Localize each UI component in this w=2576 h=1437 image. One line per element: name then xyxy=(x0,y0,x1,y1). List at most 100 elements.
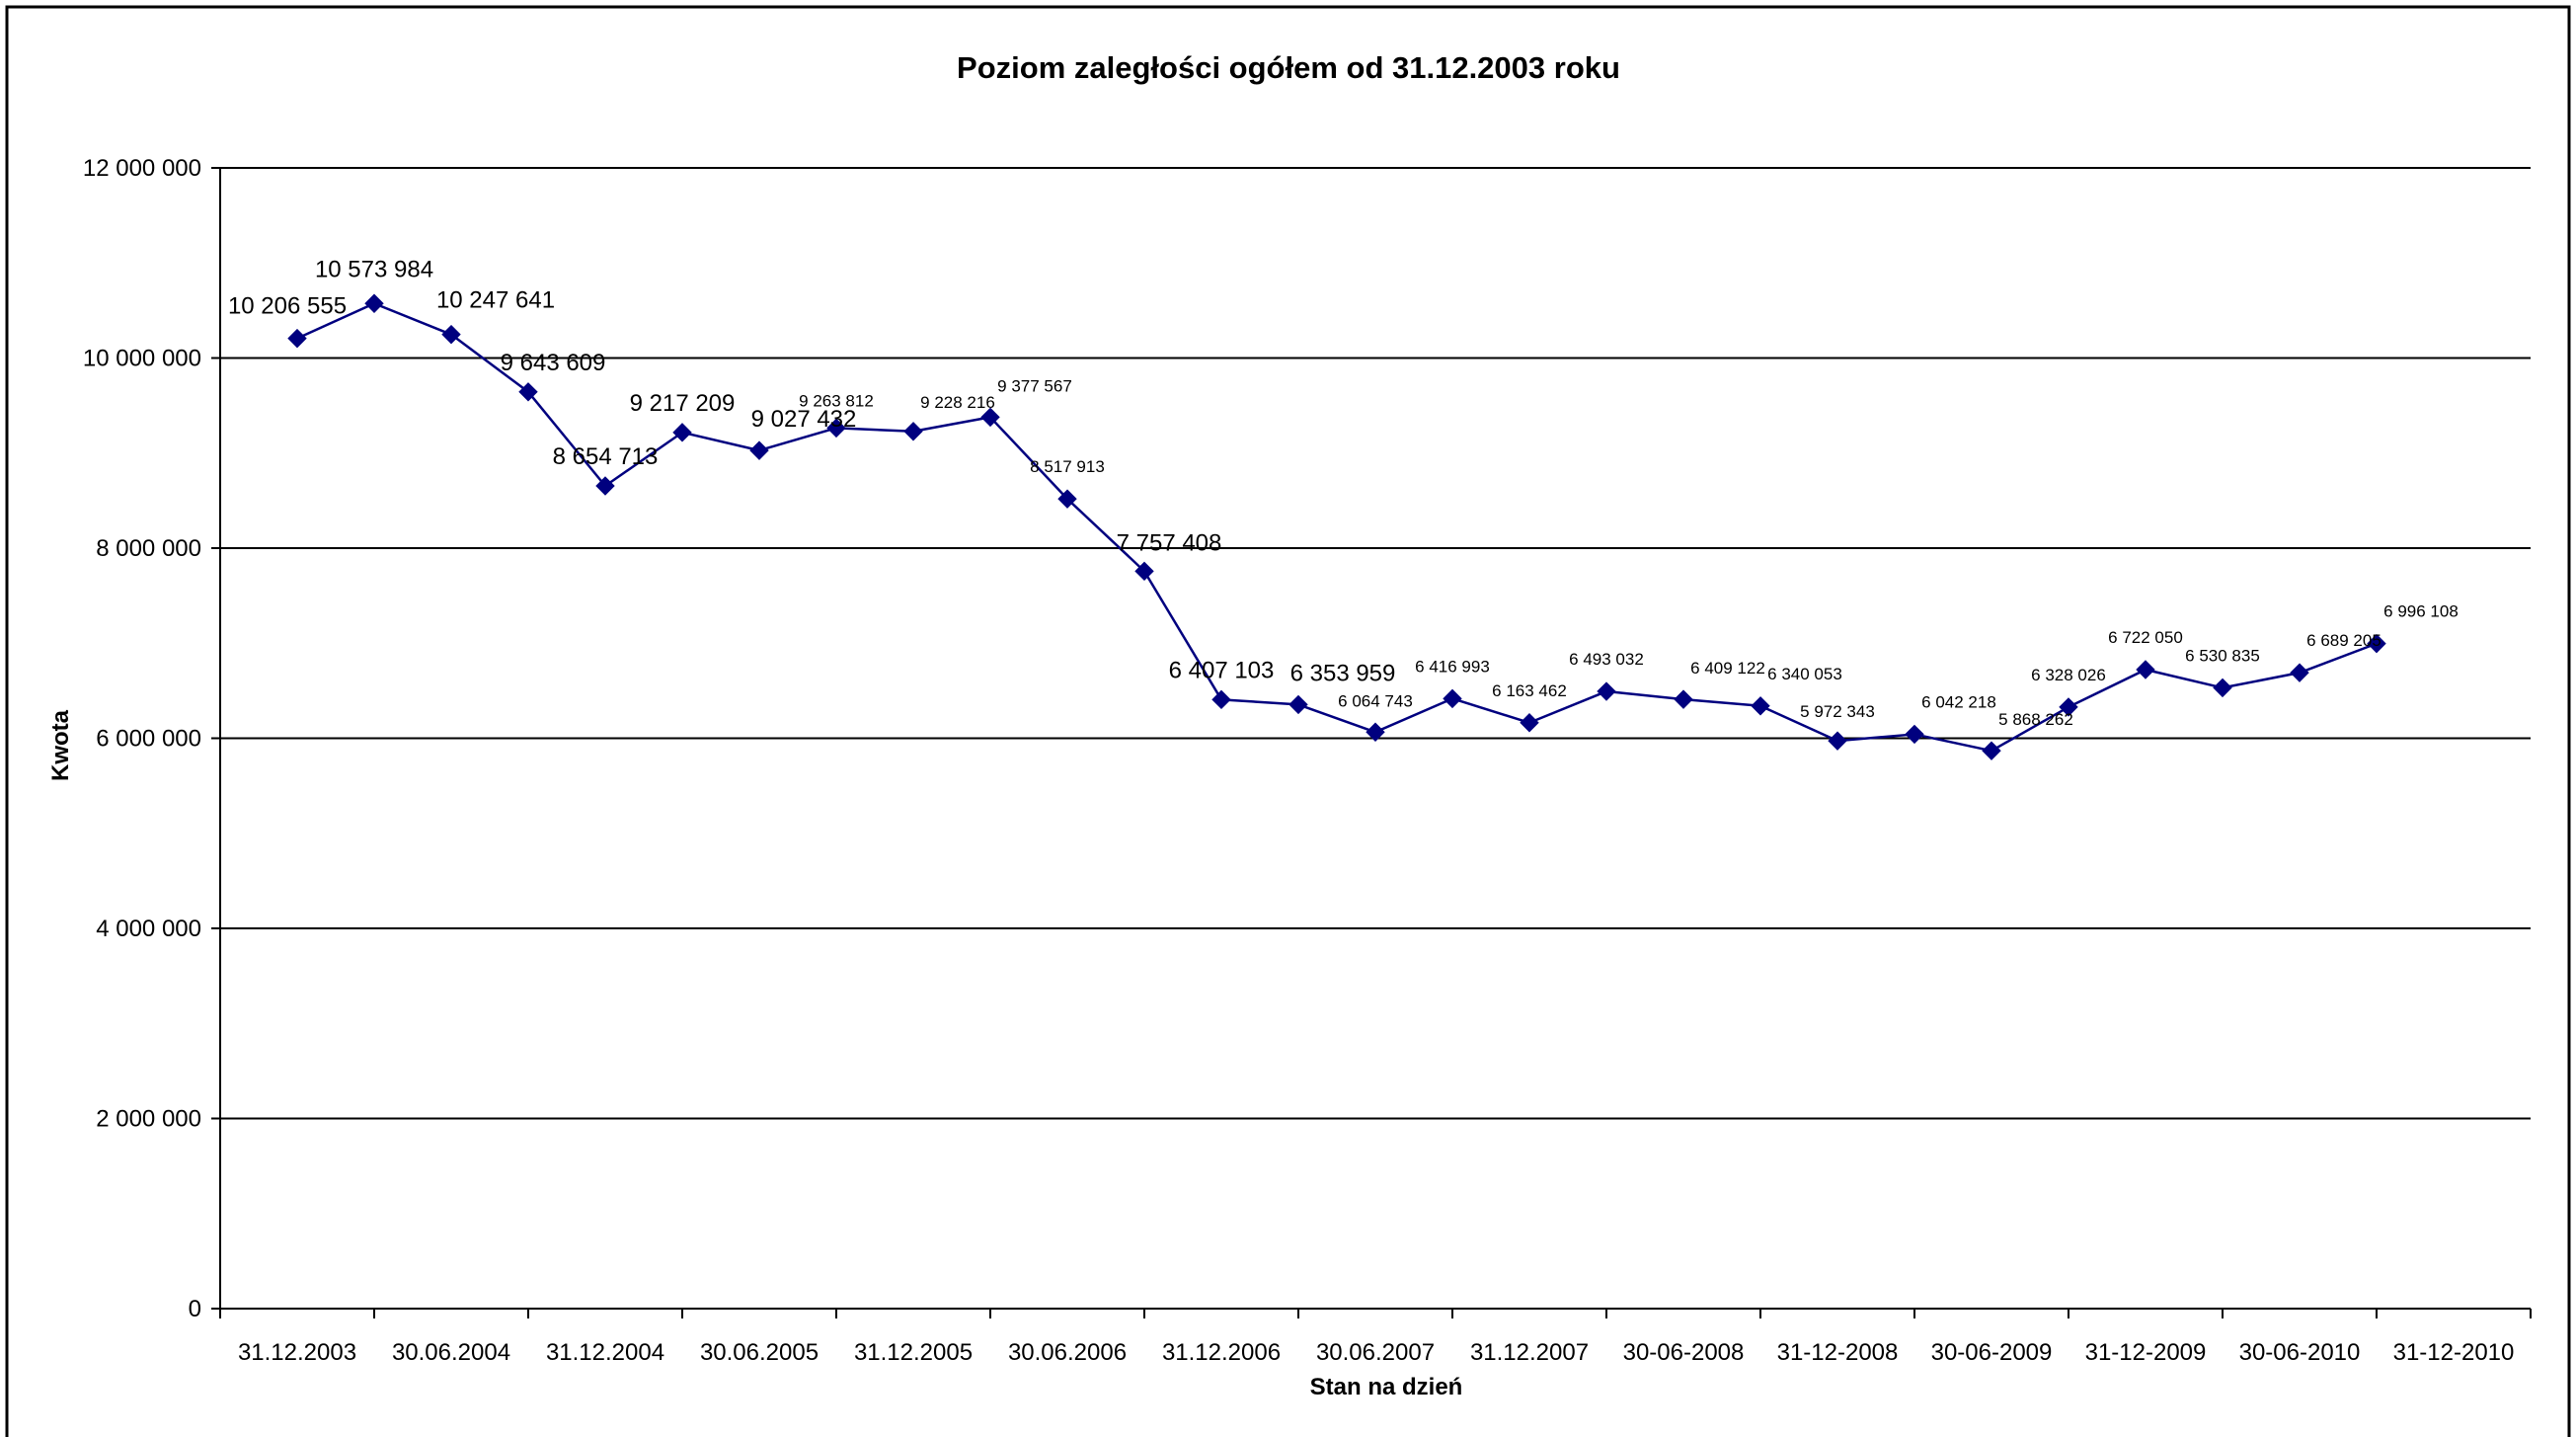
data-point-marker xyxy=(2290,663,2309,682)
data-point-marker xyxy=(595,476,615,496)
series-line-segment xyxy=(1991,705,2069,753)
data-point-marker xyxy=(1366,722,1385,742)
data-point-marker xyxy=(1134,561,1154,582)
data-label: 6 042 218 xyxy=(1921,692,1996,711)
data-point-marker xyxy=(903,422,923,441)
data-point-marker xyxy=(980,407,1000,428)
data-label: 6 722 050 xyxy=(2108,628,2183,647)
data-series xyxy=(287,293,2386,760)
data-point-marker xyxy=(1288,694,1308,715)
data-label: 6 493 032 xyxy=(1569,650,1644,669)
series-line-segment xyxy=(1528,689,1607,724)
series-line-segment xyxy=(1142,570,1223,700)
data-label: 10 247 641 xyxy=(436,287,555,314)
series-line-segment xyxy=(1836,733,1915,743)
y-tick-label: 6 000 000 xyxy=(96,726,201,753)
series-line-segment xyxy=(604,431,683,488)
data-label: 6 996 108 xyxy=(2383,602,2459,621)
x-tick-label: 30.06.2007 xyxy=(1316,1339,1435,1366)
data-label: 10 573 984 xyxy=(315,256,433,282)
data-label: 6 689 205 xyxy=(2306,631,2381,650)
data-point-marker xyxy=(1443,688,1462,709)
x-axis-title: Stan na dzień xyxy=(1310,1374,1463,1400)
series-line-segment xyxy=(912,416,991,434)
data-label: 9 027 432 xyxy=(751,406,857,433)
x-tick-label: 30.06.2006 xyxy=(1008,1339,1127,1366)
x-tick-label: 30-06-2008 xyxy=(1623,1339,1745,1366)
data-point-marker xyxy=(2213,678,2232,698)
series-line-segment xyxy=(2222,671,2301,689)
data-point-marker xyxy=(1982,741,2001,760)
data-label: 7 757 408 xyxy=(1117,529,1222,556)
series-line-segment xyxy=(1451,697,1530,724)
data-point-marker xyxy=(287,328,307,349)
data-label: 9 228 216 xyxy=(920,393,995,412)
series-line-segment xyxy=(681,431,760,452)
y-tick-label: 10 000 000 xyxy=(83,346,201,372)
data-point-marker xyxy=(1751,696,1770,716)
x-tick-labels: 31.12.2003 30.06.2004 31.12.2004 30.06.2005… xyxy=(238,1339,2514,1366)
data-point-marker xyxy=(1905,724,1924,745)
data-label: 9 217 209 xyxy=(630,390,736,417)
data-label: 6 064 743 xyxy=(1338,691,1413,710)
data-point-marker xyxy=(672,423,692,442)
x-tick-label: 31-12-2009 xyxy=(2085,1339,2207,1366)
x-tick-label: 31.12.2007 xyxy=(1470,1339,1589,1366)
series-line-segment xyxy=(296,302,375,340)
series-line-segment xyxy=(1913,733,1992,753)
data-label: 6 409 122 xyxy=(1690,659,1765,678)
data-label: 6 353 959 xyxy=(1290,660,1396,686)
data-label: 9 377 567 xyxy=(997,376,1072,395)
y-axis-title: Kwota xyxy=(47,709,74,781)
data-label: 5 868 262 xyxy=(1998,710,2073,729)
data-label: 8 654 713 xyxy=(553,443,659,470)
series-line-segment xyxy=(1066,498,1145,573)
x-tick-label: 30-06-2009 xyxy=(1931,1339,2053,1366)
series-line-segment xyxy=(835,427,914,434)
axes xyxy=(211,167,2532,1318)
y-tick-label: 4 000 000 xyxy=(96,916,201,942)
x-tick-label: 31-12-2010 xyxy=(2393,1339,2515,1366)
data-label: 5 972 343 xyxy=(1800,702,1875,721)
data-point-marker xyxy=(2367,633,2386,654)
data-point-marker xyxy=(364,293,384,313)
series-line-segment xyxy=(1682,697,1761,708)
x-tick-label: 31-12-2008 xyxy=(1777,1339,1899,1366)
series-line-segment xyxy=(1297,703,1376,734)
x-tick-label: 31.12.2004 xyxy=(546,1339,664,1366)
data-point-marker xyxy=(1828,731,1847,751)
x-tick-label: 31.12.2005 xyxy=(854,1339,973,1366)
data-point-marker xyxy=(749,440,769,460)
y-tick-label: 2 000 000 xyxy=(96,1106,201,1133)
data-point-marker xyxy=(441,324,461,345)
series-line-segment xyxy=(373,302,452,336)
data-point-marker xyxy=(826,418,846,439)
x-tick-label: 30.06.2005 xyxy=(700,1339,819,1366)
data-point-marker xyxy=(1597,681,1616,701)
series-line-segment xyxy=(2068,668,2147,709)
x-tick-label: 30.06.2004 xyxy=(392,1339,510,1366)
series-line-segment xyxy=(1220,698,1299,706)
data-point-marker xyxy=(2059,697,2078,717)
series-line-segment xyxy=(527,391,606,487)
x-tick-label: 31.12.2003 xyxy=(238,1339,356,1366)
data-label: 6 163 462 xyxy=(1492,681,1567,700)
x-tick-label: 31.12.2006 xyxy=(1162,1339,1281,1366)
chart-border xyxy=(5,5,2571,1437)
y-tick-label: 8 000 000 xyxy=(96,535,201,562)
data-label: 6 407 103 xyxy=(1169,657,1275,683)
data-point-marker xyxy=(1057,489,1077,509)
y-tick-label: 12 000 000 xyxy=(83,155,201,182)
series-line-segment xyxy=(2145,668,2224,689)
y-tick-labels: 0 2 000 000 4 000 000 6 000 000 8 000 000 10 … xyxy=(83,155,201,1322)
data-point-marker xyxy=(1674,689,1693,709)
series-line-segment xyxy=(2299,642,2378,675)
data-point-marker xyxy=(518,382,538,402)
data-label: 9 263 812 xyxy=(799,391,874,410)
series-line-segment xyxy=(1759,704,1838,743)
data-label: 9 643 609 xyxy=(501,350,606,376)
data-label: 6 340 053 xyxy=(1767,665,1842,683)
data-point-marker xyxy=(1520,713,1539,733)
